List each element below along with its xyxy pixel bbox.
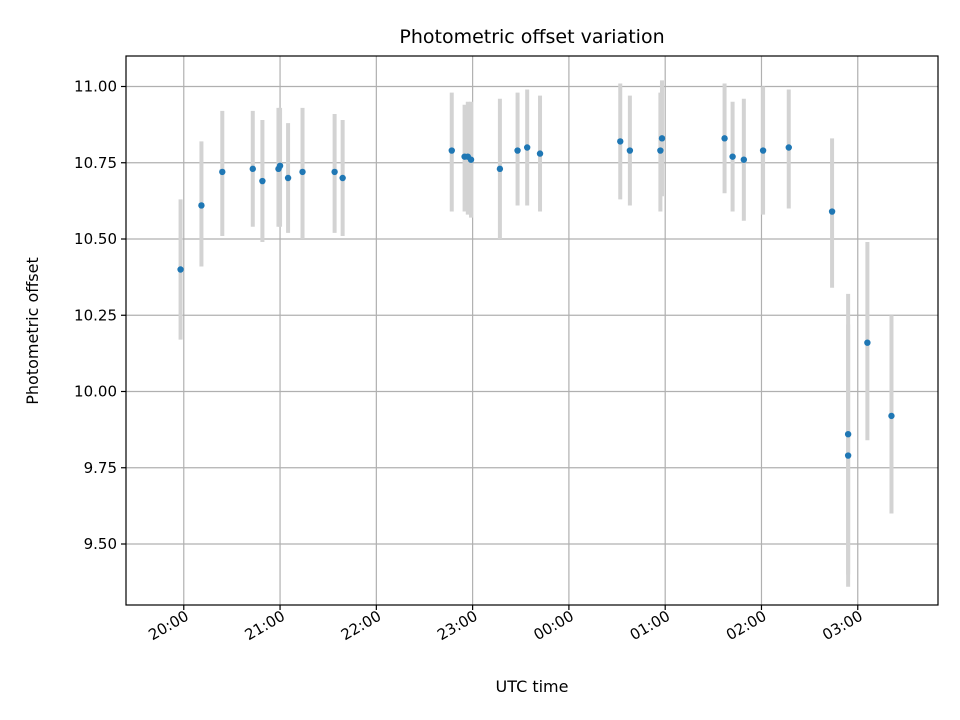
data-point: [449, 147, 455, 153]
data-point: [537, 150, 543, 156]
data-point: [299, 169, 305, 175]
x-tick-label: 01:00: [627, 607, 673, 644]
data-point: [285, 175, 291, 181]
x-tick-label: 23:00: [434, 607, 480, 644]
data-point: [786, 144, 792, 150]
x-tick-label: 22:00: [338, 607, 384, 644]
chart-title: Photometric offset variation: [399, 26, 664, 48]
x-tick-label: 21:00: [242, 607, 288, 644]
data-point: [497, 166, 503, 172]
data-point: [468, 157, 474, 163]
data-point: [617, 138, 623, 144]
data-point: [198, 202, 204, 208]
x-tick-label: 20:00: [145, 607, 191, 644]
x-tick-label: 00:00: [530, 607, 576, 644]
data-point: [659, 135, 665, 141]
plot-frame: [126, 56, 938, 605]
y-tick-label: 9.50: [84, 535, 117, 553]
x-axis-label: UTC time: [496, 677, 569, 696]
data-point: [331, 169, 337, 175]
data-point: [888, 413, 894, 419]
data-point: [177, 266, 183, 272]
data-point: [514, 147, 520, 153]
y-tick-label: 9.75: [84, 459, 117, 477]
data-point: [277, 163, 283, 169]
data-point: [219, 169, 225, 175]
data-point: [845, 431, 851, 437]
data-point: [657, 147, 663, 153]
y-axis-label: Photometric offset: [23, 257, 42, 405]
x-tick-label: 02:00: [723, 607, 769, 644]
data-point: [829, 208, 835, 214]
data-point: [250, 166, 256, 172]
data-point: [721, 135, 727, 141]
data-point: [259, 178, 265, 184]
data-point: [864, 340, 870, 346]
x-tick-label: 03:00: [819, 607, 865, 644]
y-tick-label: 11.00: [74, 78, 117, 96]
data-point: [741, 157, 747, 163]
grid-lines: [126, 56, 938, 605]
data-point: [339, 175, 345, 181]
y-tick-label: 10.50: [74, 230, 117, 248]
y-tick-label: 10.00: [74, 383, 117, 401]
error-bars: [181, 80, 892, 586]
y-tick-label: 10.25: [74, 306, 117, 324]
data-point: [760, 147, 766, 153]
data-point: [729, 153, 735, 159]
y-tick-label: 10.75: [74, 154, 117, 172]
data-point: [627, 147, 633, 153]
data-point: [845, 452, 851, 458]
data-point: [524, 144, 530, 150]
